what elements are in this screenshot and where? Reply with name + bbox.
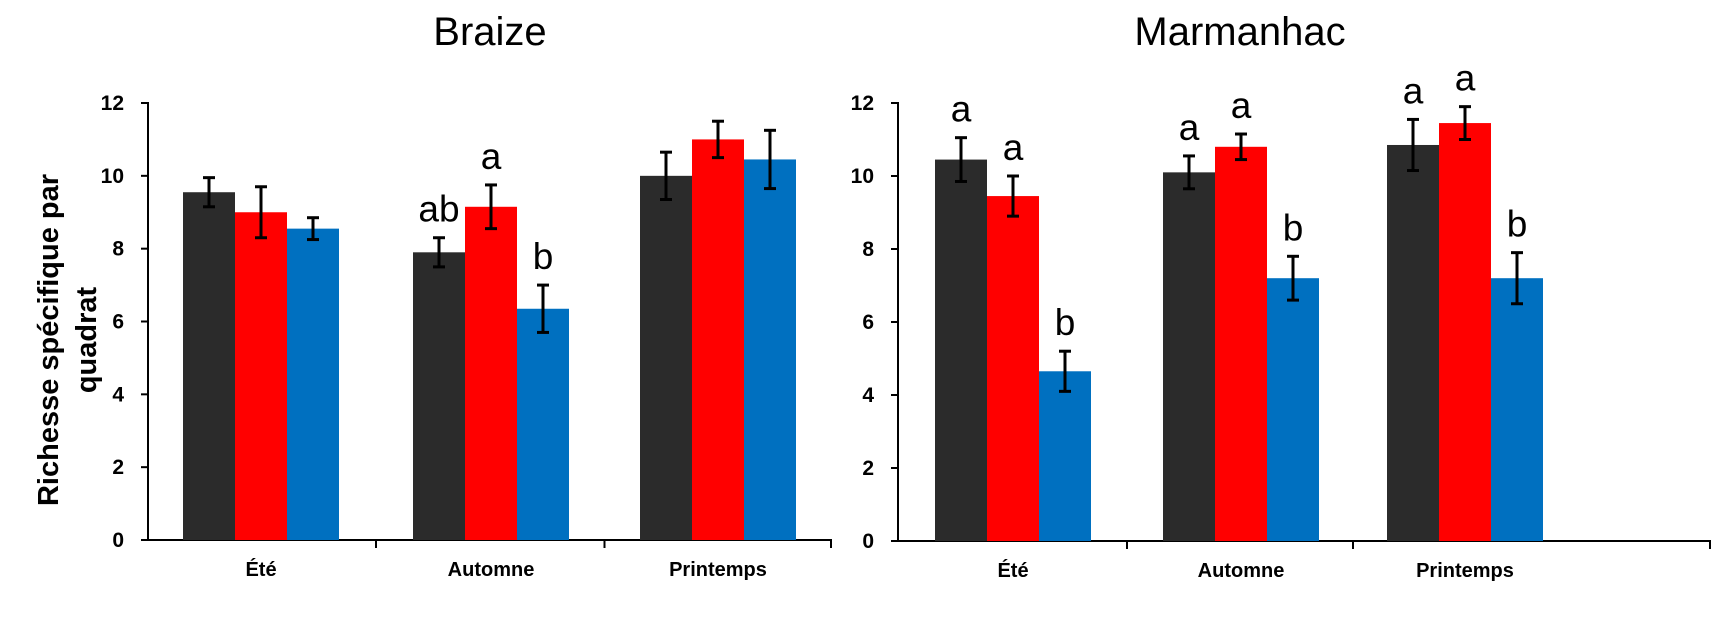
bar	[517, 308, 569, 540]
bar	[744, 159, 796, 540]
significance-label: a	[1179, 107, 1200, 148]
bar	[1267, 278, 1319, 541]
significance-label: b	[1055, 302, 1076, 343]
x-tick-label: Printemps	[669, 559, 767, 581]
bar	[1215, 146, 1267, 542]
x-tick-label: Été	[997, 559, 1028, 582]
bar	[413, 252, 465, 540]
bar	[1039, 371, 1091, 541]
significance-label: a	[481, 136, 502, 177]
x-tick-label: Automne	[1198, 560, 1285, 582]
bar	[640, 175, 692, 541]
y-tick-label: 4	[112, 383, 124, 406]
significance-label: a	[1231, 85, 1252, 126]
significance-label: b	[1283, 207, 1304, 248]
y-tick-label: 8	[112, 238, 124, 261]
y-tick-label: 10	[101, 165, 124, 188]
y-tick-label: 12	[101, 92, 124, 115]
bar	[1491, 278, 1543, 541]
bar	[235, 212, 287, 540]
significance-label: a	[1003, 127, 1024, 168]
bar	[987, 196, 1039, 541]
y-tick-label: 2	[112, 456, 124, 479]
x-tick-label: Automne	[448, 559, 535, 581]
chart-title: Braize	[433, 10, 546, 54]
y-tick-label: 6	[112, 311, 124, 334]
significance-label: a	[1455, 58, 1476, 99]
bar	[287, 228, 339, 540]
bar	[183, 192, 235, 541]
y-tick-label: 0	[862, 530, 874, 553]
bar	[1387, 144, 1439, 541]
y-tick-label: 6	[862, 311, 874, 334]
significance-label: a	[951, 89, 972, 130]
chart-title: Marmanhac	[1134, 10, 1345, 54]
bar	[465, 206, 517, 540]
x-tick-label: Été	[245, 558, 276, 581]
significance-label: a	[1403, 70, 1424, 111]
y-tick-label: 8	[862, 238, 874, 261]
significance-label: ab	[418, 189, 459, 230]
x-tick-label: Printemps	[1416, 560, 1514, 582]
y-tick-label: 2	[862, 457, 874, 480]
y-tick-label: 4	[862, 384, 874, 407]
y-tick-label: 12	[851, 92, 874, 115]
y-axis-label-line2: quadrat	[71, 286, 103, 393]
significance-label: b	[533, 236, 554, 277]
significance-label: b	[1507, 204, 1528, 245]
bar	[1439, 123, 1491, 541]
y-tick-label: 10	[851, 165, 874, 188]
y-tick-label: 0	[112, 529, 124, 552]
bar	[935, 159, 987, 541]
bar	[692, 139, 744, 540]
y-axis-label-line1: Richesse spécifique par	[33, 174, 65, 506]
bar	[1163, 172, 1215, 541]
